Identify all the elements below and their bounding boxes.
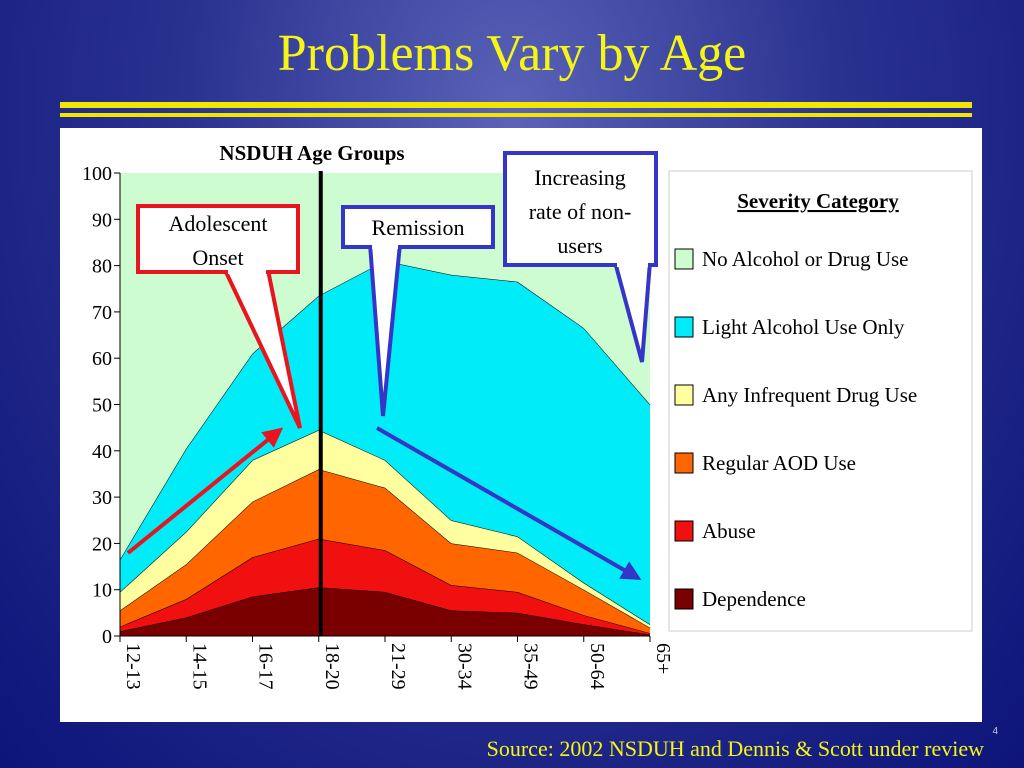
chart-title: NSDUH Age Groups: [219, 141, 404, 165]
title-rule-bottom: [60, 113, 972, 117]
remission-text: Remission: [372, 215, 465, 240]
y-tick-label: 100: [82, 163, 112, 185]
nonusers-box: [503, 151, 658, 267]
area-any-infrequent-drug-use: [120, 430, 650, 628]
area-light-alcohol-use-only: [120, 261, 650, 625]
legend-label-any-infrequent-drug-use: Any Infrequent Drug Use: [702, 383, 917, 407]
x-tick-label: 18-20: [321, 643, 343, 690]
x-tick-label: 16-17: [255, 643, 277, 690]
adolescent-onset-seam: [228, 268, 266, 274]
y-tick-label: 20: [92, 533, 112, 555]
source-note: Source: 2002 NSDUH and Dennis & Scott un…: [486, 736, 984, 761]
adolescent-onset-text: Onset: [192, 245, 243, 270]
title-rule-top: [60, 102, 972, 108]
area-dependence: [120, 587, 650, 636]
legend-label-regular-aod-use: Regular AOD Use: [702, 451, 856, 475]
legend-title: Severity Category: [737, 189, 899, 213]
nonusers-text: users: [557, 233, 602, 258]
legend-swatch-dependence: [674, 588, 694, 610]
area-regular-aod-use: [120, 469, 650, 634]
legend-label-dependence: Dependence: [702, 587, 806, 611]
y-tick-label: 0: [102, 626, 112, 648]
legend-swatch-light-alcohol-use-only: [674, 316, 694, 338]
remission-box: [341, 205, 495, 249]
x-tick-label: 50-64: [586, 643, 608, 690]
legend-swatch-any-infrequent-drug-use: [674, 384, 694, 406]
y-tick-label: 40: [92, 441, 112, 463]
legend-label-abuse: Abuse: [702, 519, 756, 543]
x-tick-label: 12-13: [122, 643, 144, 690]
adolescent-onset-text: Adolescent: [169, 211, 268, 236]
legend-label-light-alcohol-use-only: Light Alcohol Use Only: [702, 315, 905, 339]
adolescent-onset-box: [136, 204, 300, 274]
y-tick-label: 50: [92, 395, 112, 417]
chart-panel: 0 10 20 30 40 50 60 70 80 90 100 12-13 14-15 16-17 18-…: [60, 128, 982, 722]
remission-seam: [372, 243, 398, 249]
x-tick-label: 35-49: [520, 643, 542, 690]
y-tick-label: 80: [92, 256, 112, 278]
rising-trend-arrow: [126, 427, 284, 555]
legend-label-no-alcohol-or-drug-use: No Alcohol or Drug Use: [702, 247, 908, 271]
area-abuse: [120, 538, 650, 635]
slide-title: Problems Vary by Age: [277, 25, 747, 82]
falling-trend-arrow: [376, 426, 642, 580]
stacked-area-chart: 0 10 20 30 40 50 60 70 80 90 100 12-13 14-15 16-17 18-…: [82, 141, 973, 690]
x-tick-label: 21-29: [387, 643, 409, 690]
nonusers-seam: [617, 261, 648, 267]
x-tick-label: 30-34: [453, 643, 475, 690]
x-tick-label: 65+: [652, 643, 674, 674]
legend-swatch-abuse: [674, 520, 694, 542]
legend-box: [668, 170, 973, 632]
y-tick-label: 60: [92, 348, 112, 370]
y-tick-label: 10: [92, 580, 112, 602]
y-tick-label: 30: [92, 487, 112, 509]
page-number: 4: [992, 726, 998, 737]
x-tick-label: 14-15: [188, 643, 210, 690]
y-tick-label: 90: [92, 209, 112, 231]
nonusers-text: rate of non-: [529, 199, 632, 224]
nonusers-text: Increasing: [534, 165, 626, 190]
legend-swatch-no-alcohol-or-drug-use: [674, 248, 694, 270]
y-tick-label: 70: [92, 302, 112, 324]
legend-swatch-regular-aod-use: [674, 452, 694, 474]
